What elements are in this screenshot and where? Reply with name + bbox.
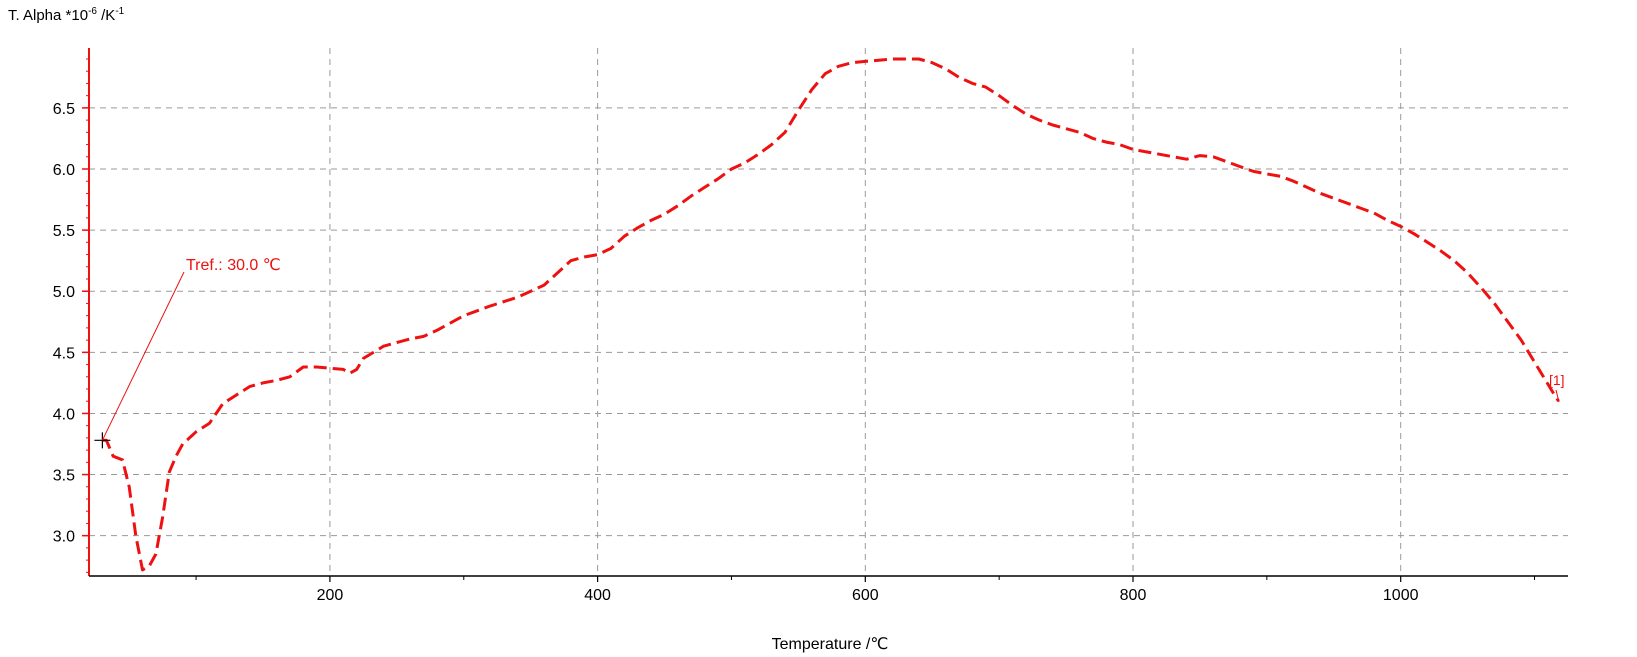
x-tick-label: 600 <box>852 587 879 604</box>
series-line <box>102 57 1560 572</box>
y-tick-label: 5.5 <box>53 223 75 240</box>
reference-label: Tref.: 30.0 ℃ <box>186 257 281 274</box>
y-axis-label: T. Alpha *10-6 /K-1 <box>8 6 125 24</box>
y-tick-label: 6.0 <box>53 162 75 179</box>
curve-id-label: [1] <box>1549 372 1565 388</box>
y-tick-label: 5.0 <box>53 284 75 301</box>
grid <box>89 48 1568 576</box>
axes <box>88 48 1568 577</box>
y-tick-label: 4.5 <box>53 345 75 362</box>
x-tick-label: 400 <box>584 587 611 604</box>
y-tick-label: 3.0 <box>53 529 75 546</box>
y-tick-label: 4.0 <box>53 406 75 423</box>
x-axis-label: Temperature /℃ <box>772 636 889 653</box>
ticks: 3.0 3.5 4.0 4.5 5.0 5.5 6.0 6.5 200 400 600 800 1000 <box>53 58 1536 604</box>
y-tick-label: 3.5 <box>53 468 75 485</box>
annotations: Tref.: 30.0 ℃ [1] <box>94 257 1565 449</box>
x-tick-label: 1000 <box>1383 587 1419 604</box>
reference-leader-line <box>101 271 185 441</box>
series-group <box>102 57 1560 572</box>
x-tick-label: 200 <box>317 587 344 604</box>
y-tick-label: 6.5 <box>53 101 75 118</box>
x-tick-label: 800 <box>1120 587 1147 604</box>
curve-id-leader <box>1555 389 1560 403</box>
